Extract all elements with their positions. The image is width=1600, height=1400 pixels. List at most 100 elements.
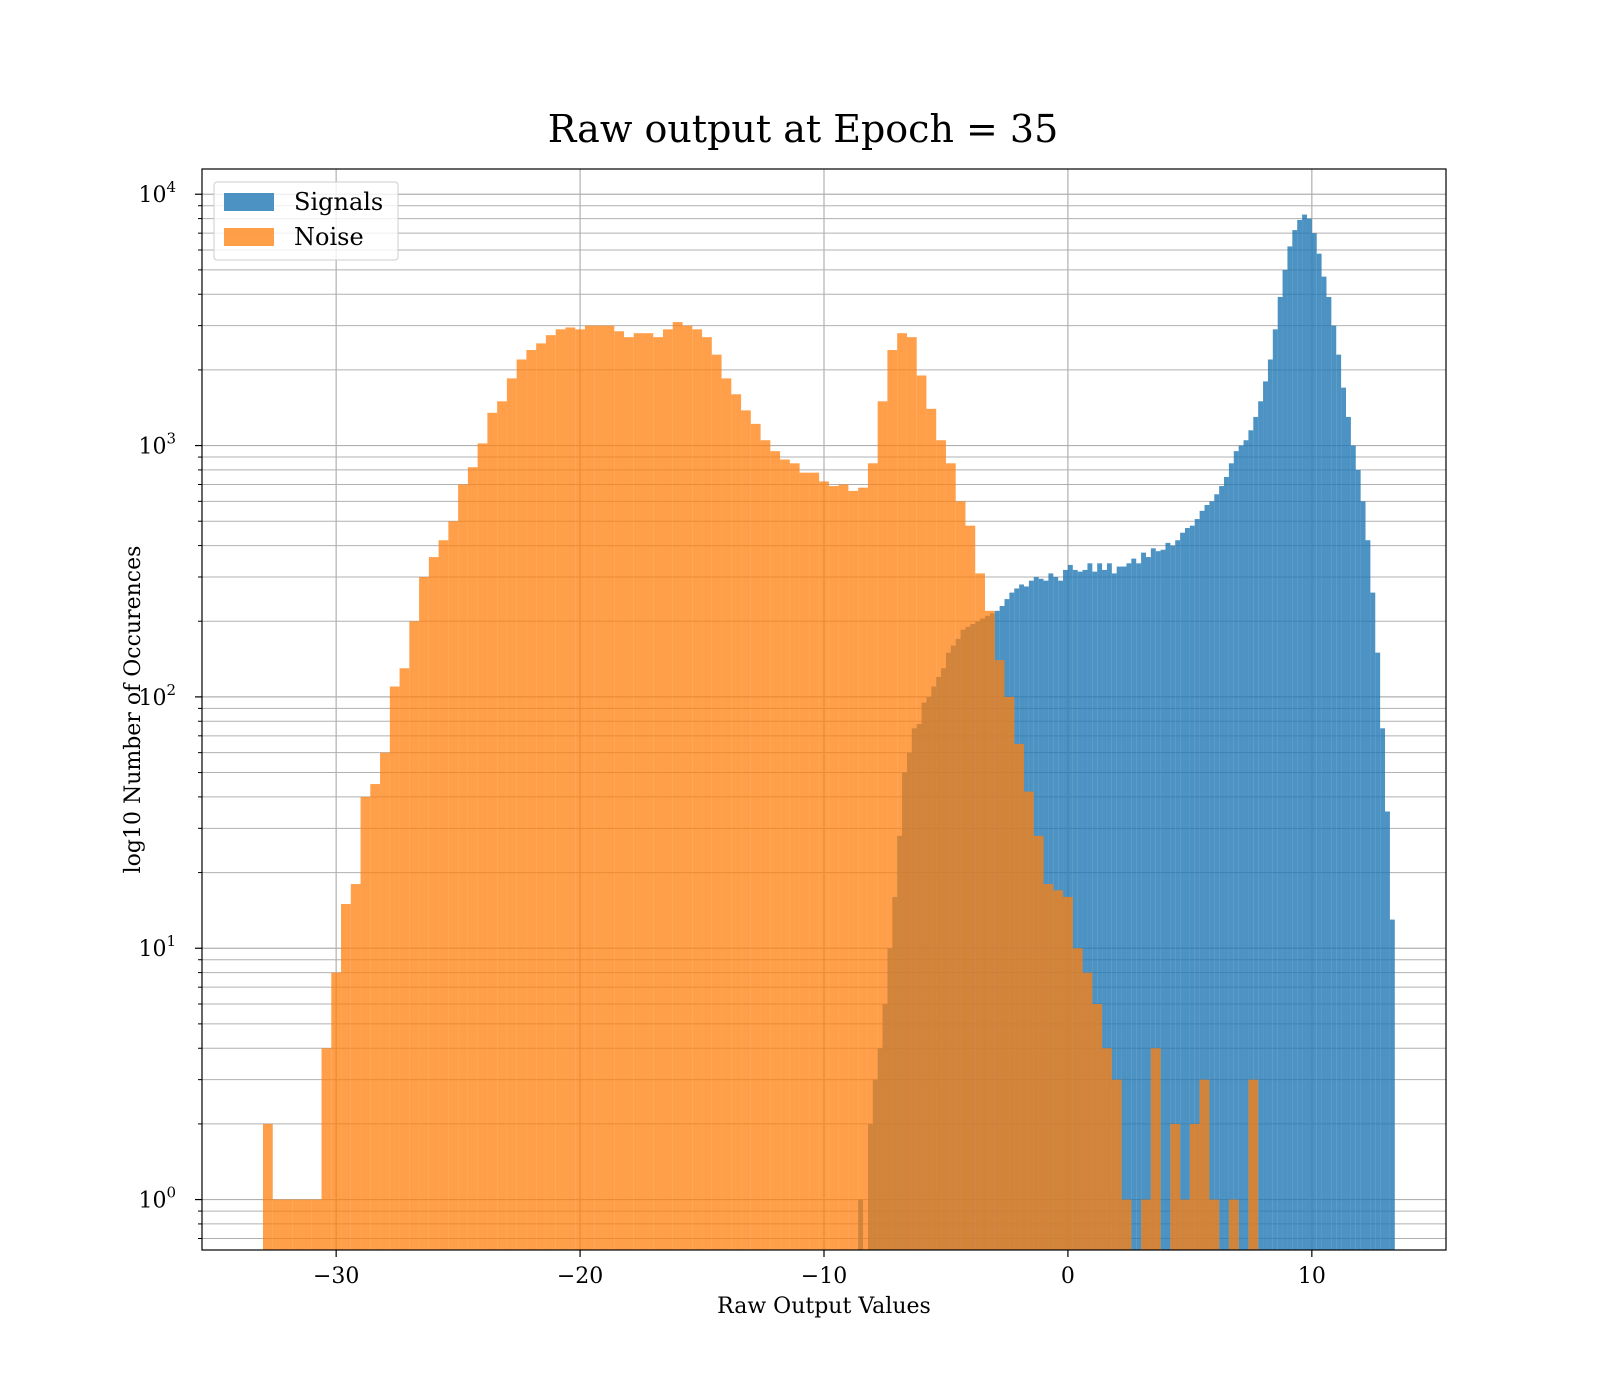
bar-noise <box>945 463 956 1251</box>
y-tick-label: 101 <box>138 932 176 962</box>
bar-noise <box>906 337 917 1251</box>
bar-signals <box>1277 297 1283 1250</box>
bar-signals <box>1165 542 1171 1250</box>
bar-signals <box>1180 532 1186 1250</box>
bar-signals <box>1224 476 1229 1251</box>
x-tick-label: −10 <box>801 1264 847 1289</box>
tick-marks <box>195 193 1313 1257</box>
bar-noise <box>702 337 712 1251</box>
bar-noise <box>682 325 693 1251</box>
bar-noise <box>428 557 439 1250</box>
bar-noise <box>536 343 546 1251</box>
bar-noise <box>565 327 576 1250</box>
bar-noise <box>663 329 673 1250</box>
bar-signals <box>1111 573 1117 1250</box>
bar-signals <box>1350 445 1356 1251</box>
bar-noise <box>419 576 429 1250</box>
bar-signals <box>1170 545 1176 1250</box>
bar-noise <box>1014 743 1025 1250</box>
bar-noise <box>399 668 410 1250</box>
bar-noise <box>555 329 566 1250</box>
bar-signals <box>1194 519 1200 1250</box>
bar-noise <box>331 972 342 1250</box>
x-tick-label: −20 <box>557 1264 603 1289</box>
bar-noise <box>350 884 361 1250</box>
bar-signals <box>1287 246 1293 1251</box>
x-tick-label: 0 <box>1061 1264 1075 1289</box>
bar-noise <box>760 440 771 1250</box>
bar-signals <box>1267 359 1273 1251</box>
bar-noise <box>877 401 888 1251</box>
bar-noise <box>1102 1048 1112 1250</box>
bar-noise <box>477 443 488 1250</box>
x-tick-labels: −30 −20 −10 0 10 <box>313 1264 1326 1289</box>
bar-noise <box>302 1199 312 1250</box>
bar-signals <box>1199 510 1205 1251</box>
bar-signals <box>1102 569 1107 1250</box>
bar-signals <box>1126 563 1132 1250</box>
bar-signals <box>1077 571 1083 1250</box>
bar-signals <box>1341 387 1346 1251</box>
bar-noise <box>341 903 351 1250</box>
bar-noise <box>975 573 985 1250</box>
bar-noise <box>858 487 868 1250</box>
bar-noise <box>1053 890 1064 1250</box>
bar-noise <box>1248 1079 1259 1250</box>
bar-noise <box>623 337 634 1251</box>
bar-signals <box>1219 486 1225 1250</box>
bar-noise <box>292 1199 303 1250</box>
bar-signals <box>1097 563 1103 1250</box>
bar-signals <box>1087 563 1093 1250</box>
bar-signals <box>1155 551 1161 1250</box>
bar-signals <box>1228 463 1234 1251</box>
bar-noise <box>1150 1048 1161 1250</box>
bar-signals <box>1185 527 1190 1250</box>
x-tick-label: −30 <box>313 1264 359 1289</box>
legend-label-signals: Signals <box>294 188 383 216</box>
bar-signals <box>1389 919 1395 1250</box>
bar-signals <box>1292 230 1298 1251</box>
bar-noise <box>1180 1199 1190 1250</box>
bar-noise <box>994 660 1005 1250</box>
bar-noise <box>1228 1199 1239 1250</box>
bar-noise <box>955 501 966 1250</box>
bar-noise <box>750 423 761 1250</box>
bar-signals <box>1189 525 1195 1250</box>
bar-noise <box>467 467 478 1250</box>
bar-noise <box>828 486 839 1250</box>
bar-noise <box>584 325 595 1251</box>
bar-noise <box>575 329 585 1250</box>
bar-signals <box>1121 566 1127 1250</box>
bar-noise <box>409 621 420 1250</box>
bar-signals <box>1131 558 1137 1250</box>
y-tick-label: 104 <box>138 178 176 208</box>
bar-signals <box>1092 571 1098 1250</box>
bar-signals <box>1375 652 1381 1250</box>
bar-noise <box>1121 1199 1132 1250</box>
bar-signals <box>1321 276 1327 1250</box>
bar-signals <box>1175 540 1181 1250</box>
bar-signals <box>1150 548 1156 1250</box>
bar-noise <box>672 322 683 1251</box>
bar-noise <box>1189 1123 1200 1250</box>
legend-label-noise: Noise <box>294 223 364 251</box>
y-tick-label: 103 <box>138 430 176 460</box>
bar-noise <box>789 463 800 1251</box>
bar-noise <box>516 359 527 1251</box>
bar-noise <box>1170 1123 1181 1250</box>
bar-noise <box>965 525 976 1250</box>
bar-noise <box>1043 884 1054 1250</box>
bar-signals <box>1326 297 1332 1250</box>
bars-layer <box>262 214 1395 1251</box>
bar-signals <box>1072 569 1078 1250</box>
bar-signals <box>1306 218 1312 1251</box>
bar-noise <box>1111 1079 1122 1250</box>
bar-noise <box>1199 1079 1210 1250</box>
bar-noise <box>604 325 615 1251</box>
bar-signals <box>1282 269 1288 1250</box>
bar-noise <box>809 472 820 1250</box>
y-tick-label: 100 <box>138 1184 176 1214</box>
bar-signals <box>1297 219 1303 1251</box>
bar-signals <box>1272 329 1278 1250</box>
bar-signals <box>1209 501 1215 1250</box>
